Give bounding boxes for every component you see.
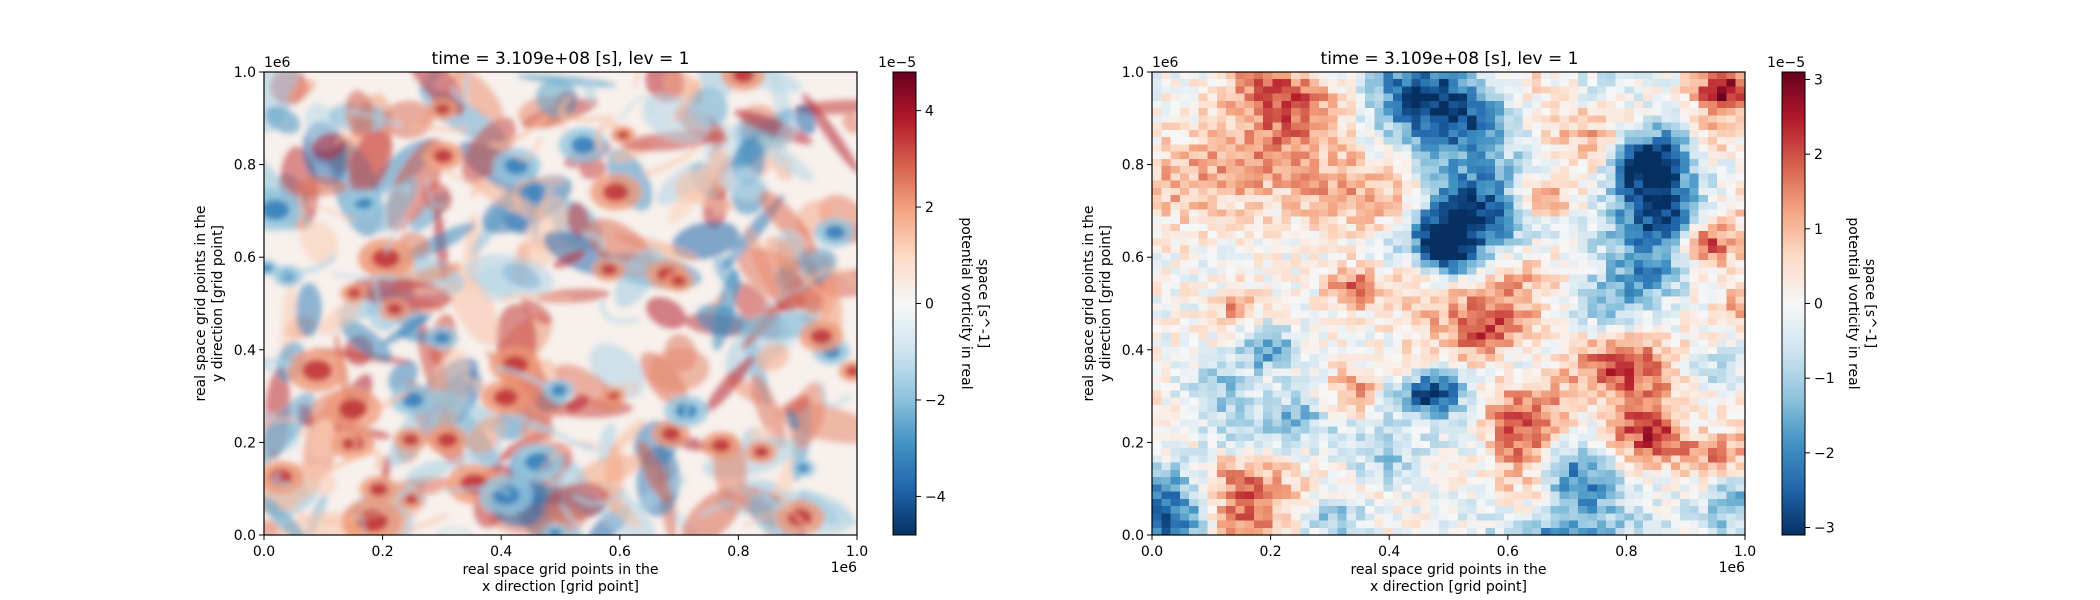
- panel-2-x-label-line-2: x direction [grid point]: [1370, 579, 1527, 595]
- panel-2-y-tick-label: 0.2: [1122, 435, 1144, 451]
- panel-1-x-tick-label: 1.0: [846, 544, 868, 560]
- panel-2-colorbar-tick-label: 2: [1814, 147, 1823, 163]
- panel-1-title: time = 3.109e+08 [s], lev = 1: [432, 49, 690, 69]
- panel-2-x-label-line-1: real space grid points in the: [1350, 562, 1546, 578]
- panel-2-plot-frame: [1151, 71, 1746, 536]
- panel-2-title: time = 3.109e+08 [s], lev = 1: [1321, 49, 1579, 69]
- panel-1-colorbar-ticks: −4 −2 0 2 4: [916, 104, 946, 505]
- panel-2-y-tick-label: 0.4: [1122, 343, 1144, 359]
- panel-2-colorbar-tick-label: 1: [1814, 222, 1823, 238]
- panel-1-colorbar-tick-label: 2: [925, 200, 934, 216]
- panel-1-heatmap-field: [264, 72, 857, 535]
- panel-2-y-tick-label: 0.8: [1122, 158, 1144, 174]
- panel-1-y-tick-label: 1.0: [234, 65, 256, 81]
- panel-2-x-offset: 1e6: [1719, 560, 1746, 576]
- panel-2-colorbar-label-line-1: potential vorticity in real: [1845, 217, 1861, 389]
- panel-1-colorbar-label-line-2: space [s^-1]: [975, 259, 991, 348]
- panel-2-y-label-line-1: real space grid points in the: [1081, 205, 1097, 401]
- panel-1-colorbar-offset: 1e−5: [878, 55, 916, 71]
- panel-1-colorbar: −4 −2 0 2 4 1e−5 potential vorticity in real…: [878, 55, 991, 536]
- panel-1-colorbar-gradient: [892, 71, 917, 536]
- panel-1-x-label-line-2: x direction [grid point]: [482, 579, 639, 595]
- panel-1-x-tick-label: 0.6: [609, 544, 631, 560]
- panel-2-colorbar: −3 −2 −1 0 1 2 3 1e−5 potential vorticity in r…: [1767, 55, 1878, 537]
- panel-2-colorbar-gradient: [1781, 71, 1806, 536]
- panel-2-colorbar-ticks: −3 −2 −1 0 1 2 3: [1805, 72, 1835, 537]
- panel-1-y-tick-label: 0.4: [234, 343, 256, 359]
- panel-1-colorbar-tick-label: 0: [925, 297, 934, 313]
- panel-2-x-tick-label: 0.8: [1615, 544, 1637, 560]
- panel-1-x-tick-label: 0.0: [253, 544, 275, 560]
- panel-2-y-tick-label: 0.0: [1122, 528, 1144, 544]
- panel-1-y-offset: 1e6: [264, 55, 291, 71]
- panel-2-colorbar-label-line-2: space [s^-1]: [1862, 259, 1878, 348]
- panel-2-x-tick-label: 1.0: [1734, 544, 1756, 560]
- panel-2-x-tick-label: 0.4: [1378, 544, 1400, 560]
- panel-1-x-label-line-1: real space grid points in the: [462, 562, 658, 578]
- panel-1-x-tick-label: 0.2: [371, 544, 393, 560]
- panel-1-x-offset: 1e6: [831, 560, 858, 576]
- panel-2-x-tick-label: 0.2: [1259, 544, 1281, 560]
- panel-1-y-axis: 0.0 0.2 0.4 0.6 0.8 1.0: [234, 65, 264, 544]
- panel-1-colorbar-label-line-1: potential vorticity in real: [958, 217, 974, 389]
- panel-1-heatmap: [264, 72, 857, 535]
- panel-2-y-tick-label: 1.0: [1122, 65, 1144, 81]
- panel-1-x-axis: 0.0 0.2 0.4 0.6 0.8 1.0: [253, 535, 868, 560]
- panel-1-y-tick-label: 0.8: [234, 158, 256, 174]
- panel-2: time = 3.109e+08 [s], lev = 1 0.0 0.2 0.4 0…: [1081, 49, 1878, 595]
- panel-2-heatmap-field: [1152, 72, 1746, 536]
- panel-1-colorbar-tick-label: −2: [925, 393, 946, 409]
- panel-2-colorbar-tick-label: −3: [1814, 521, 1835, 537]
- panel-2-colorbar-tick-label: −1: [1814, 371, 1835, 387]
- panel-1-colorbar-tick-label: −4: [925, 489, 946, 505]
- panel-2-colorbar-offset: 1e−5: [1767, 55, 1805, 71]
- panel-1-y-tick-label: 0.2: [234, 435, 256, 451]
- panel-1-y-tick-label: 0.0: [234, 528, 256, 544]
- panel-1-y-label-line-2: y direction [grid point]: [210, 225, 226, 382]
- panel-1-x-tick-label: 0.8: [727, 544, 749, 560]
- panel-2-colorbar-tick-label: 3: [1814, 72, 1823, 88]
- panel-2-x-axis: 0.0 0.2 0.4 0.6 0.8 1.0: [1141, 535, 1756, 560]
- panel-2-heatmap: [1152, 72, 1746, 536]
- panel-1-plot-frame: [263, 71, 858, 536]
- panel-1-y-tick-label: 0.6: [234, 250, 256, 266]
- panel-1: time = 3.109e+08 [s], lev = 1 0.0 0.2 0.4 0…: [193, 49, 991, 595]
- panel-2-colorbar-tick-label: 0: [1814, 297, 1823, 313]
- panel-1-x-tick-label: 0.4: [490, 544, 512, 560]
- panel-1-colorbar-tick-label: 4: [925, 104, 934, 120]
- panel-2-y-axis: 0.0 0.2 0.4 0.6 0.8 1.0: [1122, 65, 1152, 544]
- panel-2-colorbar-tick-label: −2: [1814, 446, 1835, 462]
- panel-1-y-label-line-1: real space grid points in the: [193, 205, 209, 401]
- panel-2-x-tick-label: 0.0: [1141, 544, 1163, 560]
- panel-2-y-offset: 1e6: [1152, 55, 1179, 71]
- panel-2-y-label-line-2: y direction [grid point]: [1098, 225, 1114, 382]
- panel-2-x-tick-label: 0.6: [1497, 544, 1519, 560]
- panel-2-y-tick-label: 0.6: [1122, 250, 1144, 266]
